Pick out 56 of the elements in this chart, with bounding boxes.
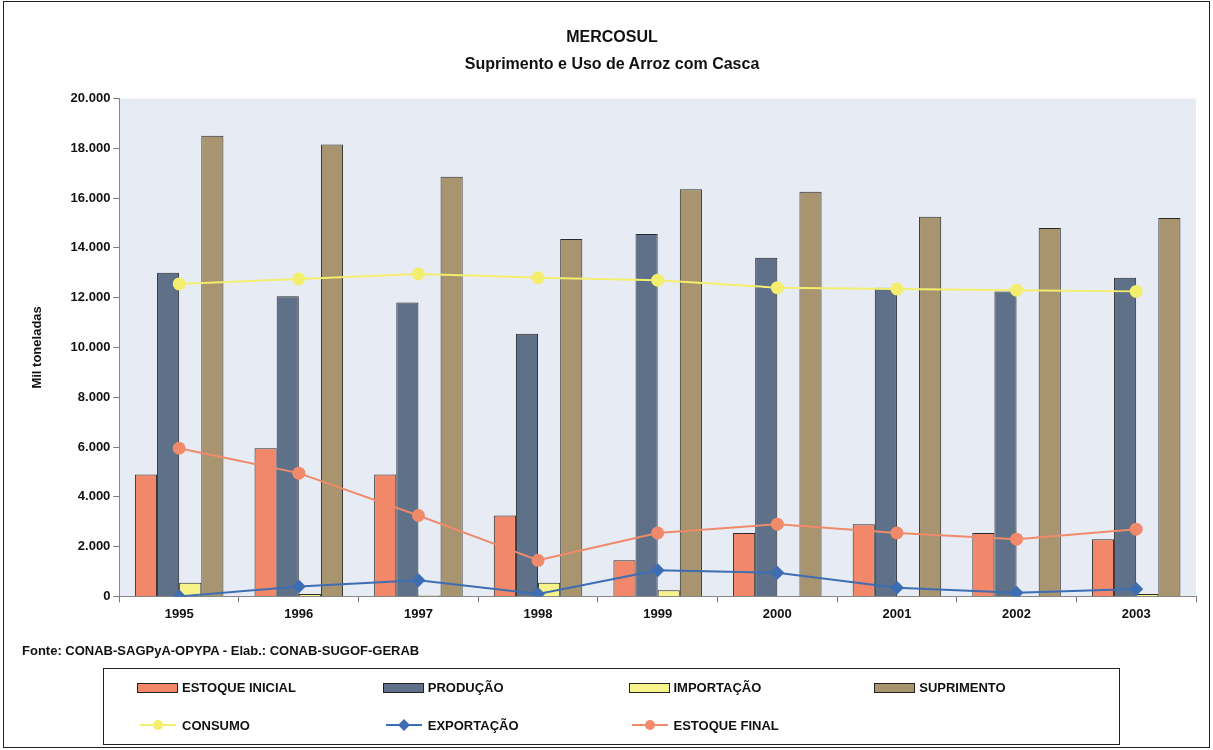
- point: [770, 517, 784, 531]
- point: [1009, 585, 1024, 597]
- y-axis-title: Mil toneladas: [29, 306, 45, 389]
- y-tick-label: 8.000: [77, 388, 111, 404]
- y-tick-label: 18.000: [70, 139, 111, 155]
- y-tick-label: 14.000: [70, 239, 111, 255]
- legend-label: PRODUÇÃO: [427, 680, 504, 696]
- point: [1010, 532, 1024, 546]
- x-tick-label: 1996: [284, 605, 314, 621]
- x-tick-label: 2001: [882, 605, 912, 621]
- source-note: Fonte: CONAB-SAGPyA-OPYPA - Elab.: CONAB-SUGOF-GERAB: [22, 643, 420, 659]
- x-tick-label: 2000: [762, 605, 792, 621]
- y-tick-label: 16.000: [70, 189, 111, 205]
- point: [770, 565, 785, 580]
- point: [890, 526, 904, 540]
- x-tick-label: 1999: [643, 605, 673, 621]
- point: [172, 441, 186, 455]
- point: [172, 277, 186, 291]
- point: [890, 282, 904, 296]
- point: [411, 267, 425, 281]
- y-tick-label: 12.000: [70, 289, 111, 305]
- legend-label: SUPRIMENTO: [919, 680, 1006, 696]
- x-tick-label: 1997: [403, 605, 433, 621]
- point: [651, 273, 665, 287]
- point: [292, 272, 306, 286]
- point: [531, 553, 545, 567]
- y-tick-label: 6.000: [77, 438, 111, 454]
- y-tick-label: 10.000: [70, 338, 111, 354]
- x-tick-label: 2002: [1002, 605, 1032, 621]
- point: [291, 579, 306, 594]
- legend-label: EXPORTAÇÃO: [427, 717, 519, 733]
- x-tick-label: 1995: [164, 605, 194, 621]
- point: [292, 466, 306, 480]
- legend-label: ESTOQUE INICIAL: [182, 680, 296, 696]
- point: [770, 281, 784, 295]
- point: [1010, 283, 1024, 297]
- y-tick-label: 0: [103, 587, 111, 603]
- point: [1129, 284, 1143, 298]
- point: [889, 580, 904, 595]
- x-tick-label: 2003: [1121, 605, 1151, 621]
- point: [1129, 581, 1144, 596]
- y-tick-label: 20.000: [70, 89, 111, 105]
- point: [650, 563, 665, 578]
- y-tick-label: 2.000: [77, 538, 111, 554]
- legend-label: ESTOQUE FINAL: [673, 717, 779, 733]
- point: [651, 526, 665, 540]
- point: [411, 508, 425, 522]
- point: [1129, 522, 1143, 536]
- point: [531, 271, 545, 285]
- chart-title: MERCOSUL: [566, 28, 658, 46]
- point: [411, 573, 426, 588]
- chart-subtitle: Suprimento e Uso de Arroz com Casca: [464, 55, 760, 73]
- legend-label: CONSUMO: [182, 717, 250, 733]
- legend-label: IMPORTAÇÃO: [673, 680, 762, 696]
- y-tick-label: 4.000: [77, 488, 111, 504]
- x-tick-label: 1998: [523, 605, 553, 621]
